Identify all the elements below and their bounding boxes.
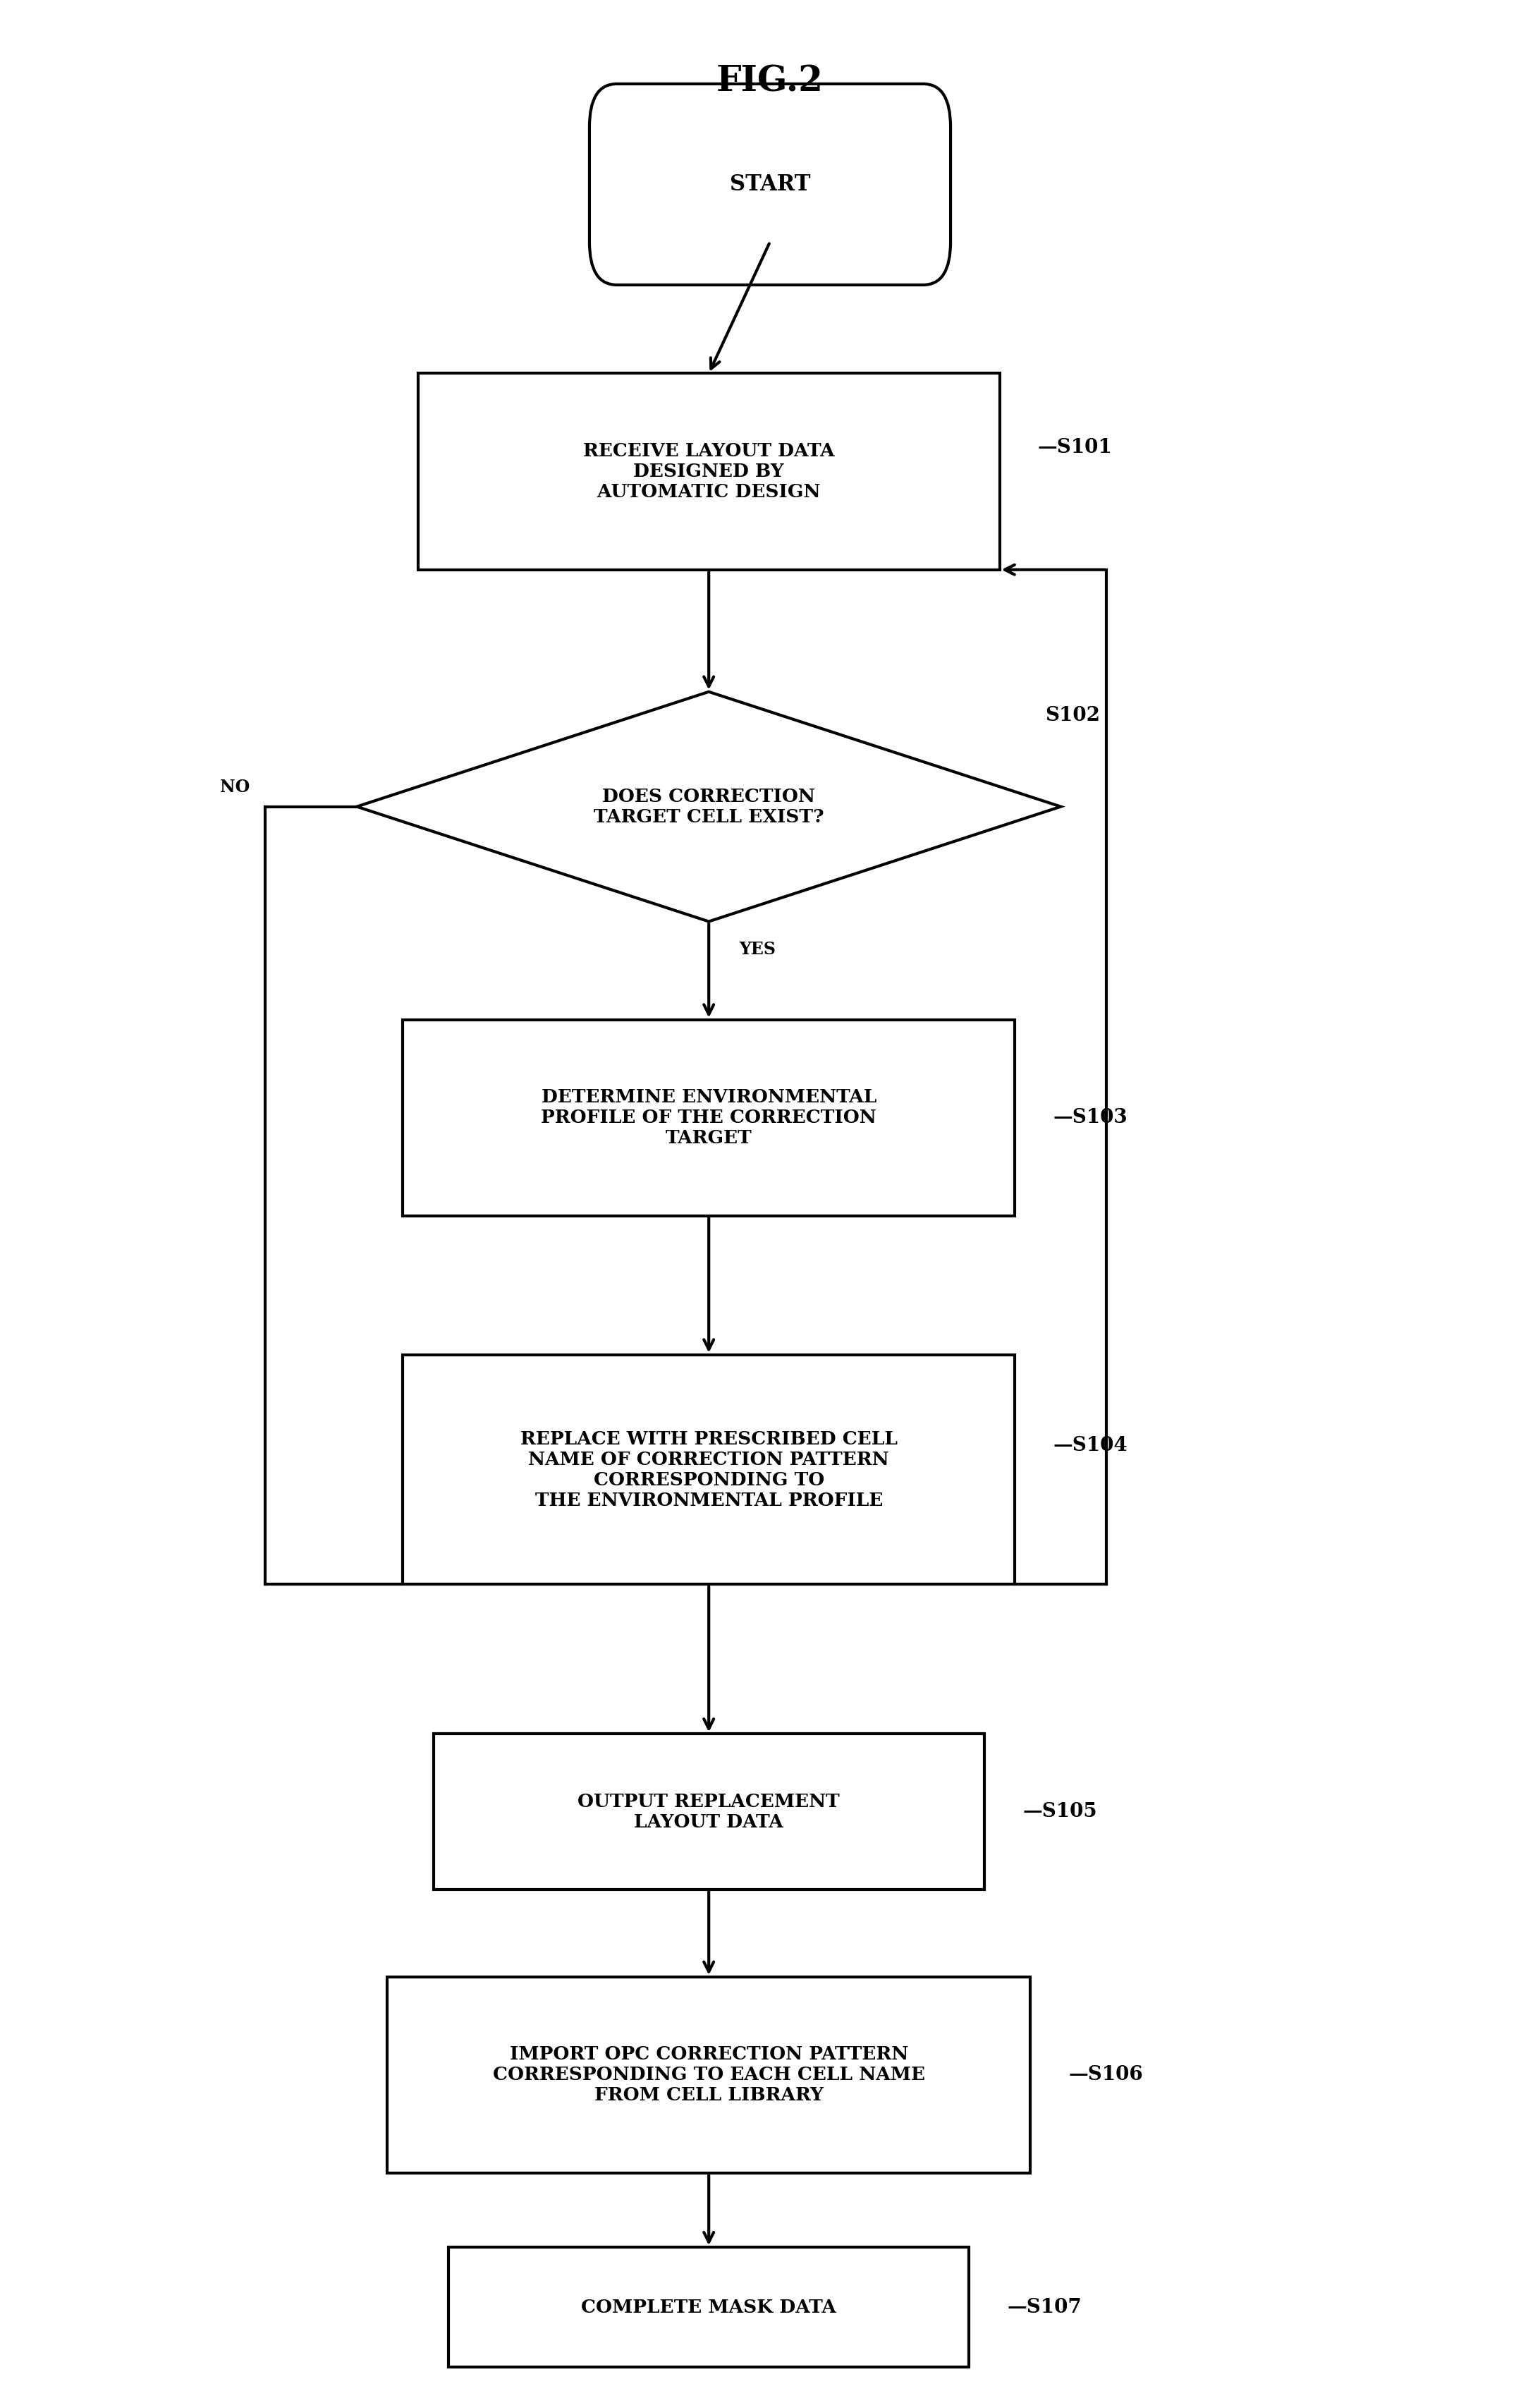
- Polygon shape: [357, 692, 1061, 920]
- Bar: [388, 1978, 1030, 2172]
- Text: OUTPUT REPLACEMENT
LAYOUT DATA: OUTPUT REPLACEMENT LAYOUT DATA: [578, 1793, 839, 1831]
- Text: —S104: —S104: [1053, 1437, 1127, 1456]
- Text: YES: YES: [739, 940, 776, 956]
- Text: DOES CORRECTION
TARGET CELL EXIST?: DOES CORRECTION TARGET CELL EXIST?: [594, 788, 824, 827]
- Text: NO: NO: [220, 779, 249, 795]
- Text: COMPLETE MASK DATA: COMPLETE MASK DATA: [581, 2297, 836, 2316]
- Bar: [417, 372, 999, 570]
- Text: FIG.2: FIG.2: [716, 65, 824, 99]
- Text: —S101: —S101: [1038, 437, 1112, 457]
- Text: —S103: —S103: [1053, 1108, 1127, 1127]
- Text: S102: S102: [1046, 706, 1101, 726]
- Bar: [433, 1735, 984, 1889]
- Text: —S106: —S106: [1069, 2067, 1143, 2083]
- Bar: [403, 1019, 1015, 1216]
- Text: IMPORT OPC CORRECTION PATTERN
CORRESPONDING TO EACH CELL NAME
FROM CELL LIBRARY: IMPORT OPC CORRECTION PATTERN CORRESPOND…: [493, 2045, 926, 2105]
- Text: —S107: —S107: [1007, 2297, 1081, 2316]
- Bar: [448, 2247, 969, 2367]
- Bar: [403, 1355, 1015, 1584]
- Text: —S105: —S105: [1023, 1802, 1096, 1821]
- Text: START: START: [730, 173, 810, 195]
- FancyBboxPatch shape: [590, 84, 950, 286]
- Text: REPLACE WITH PRESCRIBED CELL
NAME OF CORRECTION PATTERN
CORRESPONDING TO
THE ENV: REPLACE WITH PRESCRIBED CELL NAME OF COR…: [521, 1430, 898, 1509]
- Text: RECEIVE LAYOUT DATA
DESIGNED BY
AUTOMATIC DESIGN: RECEIVE LAYOUT DATA DESIGNED BY AUTOMATI…: [584, 442, 835, 500]
- Text: DETERMINE ENVIRONMENTAL
PROFILE OF THE CORRECTION
TARGET: DETERMINE ENVIRONMENTAL PROFILE OF THE C…: [541, 1089, 876, 1146]
